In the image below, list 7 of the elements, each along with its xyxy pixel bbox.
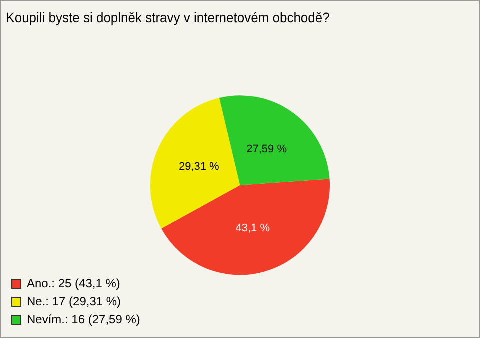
- chart-title: Koupili byste si doplněk stravy v internetovém obchodě?: [6, 10, 330, 26]
- data-label: 27,59 %: [246, 143, 288, 156]
- legend-label: Nevím.: 16 (27,59 %): [27, 312, 140, 326]
- legend-label: Ano.: 25 (43,1 %): [27, 276, 120, 290]
- data-label: 29,31 %: [178, 161, 220, 174]
- data-label: 43,1 %: [236, 222, 270, 235]
- legend-label: Ne.: 17 (29,31 %): [27, 294, 122, 308]
